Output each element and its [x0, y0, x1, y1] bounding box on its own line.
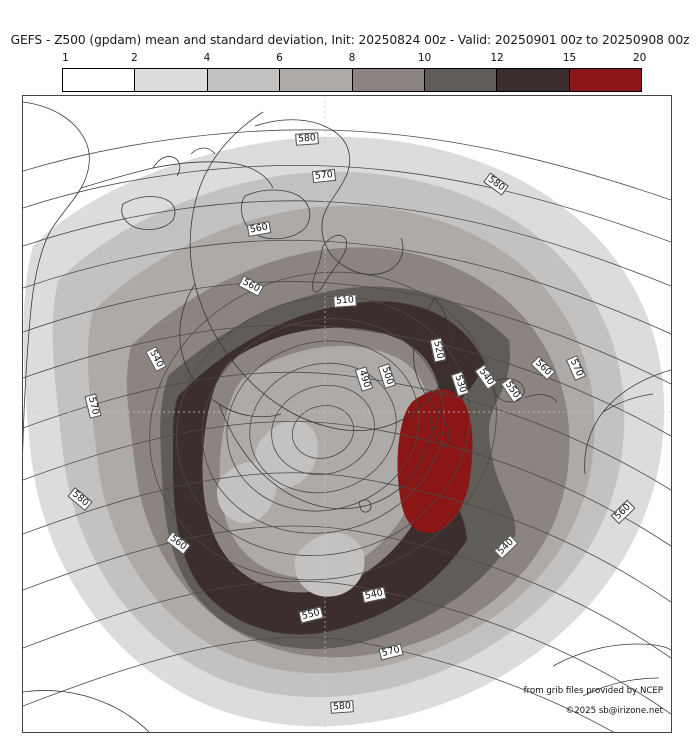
coastlines: [23, 101, 671, 732]
contour-label: 510: [333, 294, 357, 308]
colorbar-tick-labels: 1 2 4 6 8 10 12 15 20: [62, 52, 646, 68]
colorbar-swatch-1-2: [63, 69, 135, 91]
colorbar-tick-6: 6: [276, 52, 283, 64]
colorbar-swatch-12-15: [496, 69, 569, 91]
colorbar-tick-10: 10: [417, 52, 432, 64]
colorbar-swatch-15-20: [568, 69, 641, 91]
colorbar-swatch-8-10: [351, 69, 424, 91]
graticule: [23, 96, 671, 732]
colorbar-tick-15: 15: [562, 52, 577, 64]
colorbar-swatch-10-12: [423, 69, 497, 91]
colorbar-tick-12: 12: [490, 52, 504, 64]
data-source-credit: from grib files provided by NCEP: [523, 686, 663, 696]
colorbar-swatches: [62, 68, 642, 92]
page-title: GEFS - Z500 (gpdam) mean and standard de…: [10, 33, 690, 47]
colorbar-tick-4: 4: [203, 52, 211, 64]
colorbar-tick-2: 2: [131, 52, 138, 64]
copyright-notice: ©2025 sb@irizone.net: [565, 706, 663, 716]
map-plot-area[interactable]: 580 570 580 560 560 510 540 520 490 500 …: [22, 95, 672, 733]
colorbar-tick-20: 20: [632, 52, 647, 64]
colorbar-swatch-6-8: [279, 69, 352, 91]
colorbar-swatch-4-6: [206, 69, 280, 91]
colorbar: 1 2 4 6 8 10 12 15 20: [62, 52, 646, 92]
stddev-band-15-20: [397, 389, 473, 533]
contour-label: 580: [330, 700, 354, 714]
colorbar-swatch-2-4: [134, 69, 207, 91]
contour-label: 580: [295, 132, 319, 146]
map-svg: [23, 96, 671, 732]
colorbar-tick-1: 1: [62, 52, 69, 64]
colorbar-tick-8: 8: [348, 52, 356, 64]
contour-label: 570: [311, 168, 337, 184]
